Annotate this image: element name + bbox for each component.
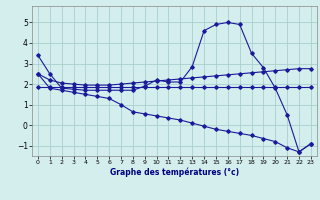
X-axis label: Graphe des températures (°c): Graphe des températures (°c) — [110, 168, 239, 177]
